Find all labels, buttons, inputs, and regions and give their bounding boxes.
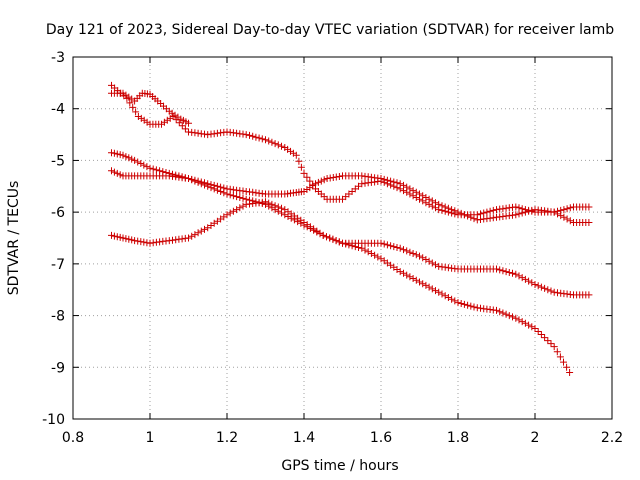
x-tick-label: 0.8 (62, 430, 84, 446)
x-tick-label: 2 (531, 430, 540, 446)
x-tick-label: 1.8 (447, 430, 469, 446)
y-tick-label: -6 (51, 205, 65, 221)
y-tick-label: -3 (51, 50, 65, 66)
x-tick-label: 2.2 (601, 430, 623, 446)
y-axis-label: SDTVAR / TECUs (6, 181, 22, 296)
series-markers (108, 149, 593, 226)
series-markers (108, 89, 192, 127)
series-2 (108, 89, 192, 127)
x-tick-label: 1.2 (216, 430, 238, 446)
plot-frame (72, 56, 613, 420)
data-series (108, 81, 593, 376)
x-tick-label: 1 (146, 430, 155, 446)
y-tick-label: -10 (42, 412, 65, 428)
series-markers (108, 198, 593, 299)
y-tick-label: -8 (51, 309, 65, 325)
x-axis-label: GPS time / hours (281, 458, 398, 474)
x-axis: 0.8 1 1.2 1.4 1.6 1.8 2 2.2 (62, 57, 623, 446)
x-tick-label: 1.6 (370, 430, 392, 446)
series-5 (108, 198, 593, 299)
series-3 (108, 149, 593, 226)
y-tick-label: -5 (51, 153, 65, 169)
series-1 (108, 81, 593, 219)
y-tick-label: -9 (51, 360, 65, 376)
x-tick-label: 1.4 (293, 430, 315, 446)
grid-lines (73, 57, 612, 419)
y-tick-label: -7 (51, 257, 65, 273)
chart-title: Day 121 of 2023, Sidereal Day-to-day VTE… (46, 22, 614, 38)
y-tick-label: -4 (51, 102, 65, 118)
y-axis: -10 -9 -8 -7 -6 -5 -4 -3 (42, 50, 612, 428)
series-markers (108, 81, 593, 219)
